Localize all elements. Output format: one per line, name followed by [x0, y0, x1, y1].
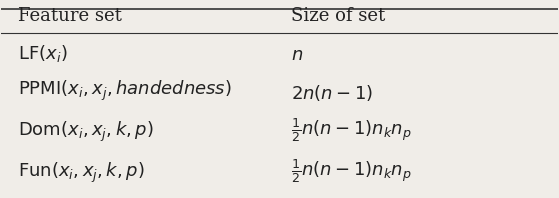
- Text: Size of set: Size of set: [291, 7, 385, 25]
- Text: $\mathrm{PPMI}(x_i, x_j, \mathit{handedness})$: $\mathrm{PPMI}(x_i, x_j, \mathit{handedn…: [18, 79, 232, 103]
- Text: $n$: $n$: [291, 46, 303, 64]
- Text: Feature set: Feature set: [18, 7, 122, 25]
- Text: $2n(n-1)$: $2n(n-1)$: [291, 83, 373, 103]
- Text: $\mathrm{Fun}(x_i, x_j, k, p)$: $\mathrm{Fun}(x_i, x_j, k, p)$: [18, 161, 145, 185]
- Text: $\mathrm{LF}(x_i)$: $\mathrm{LF}(x_i)$: [18, 43, 68, 64]
- Text: $\frac{1}{2}n(n-1)n_k n_p$: $\frac{1}{2}n(n-1)n_k n_p$: [291, 157, 411, 185]
- Text: $\mathrm{Dom}(x_i, x_j, k, p)$: $\mathrm{Dom}(x_i, x_j, k, p)$: [18, 120, 154, 144]
- Text: $\frac{1}{2}n(n-1)n_k n_p$: $\frac{1}{2}n(n-1)n_k n_p$: [291, 116, 411, 144]
